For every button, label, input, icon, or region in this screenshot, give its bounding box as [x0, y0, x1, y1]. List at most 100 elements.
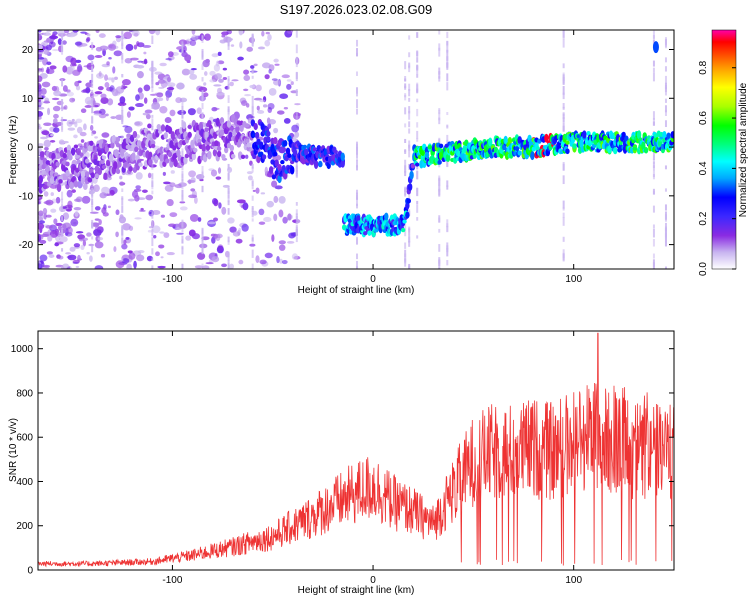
spectrogram-cell [40, 136, 48, 140]
spectrogram-cell [189, 39, 197, 47]
spectrogram-cell [57, 255, 64, 260]
spectrogram-cell [251, 166, 254, 173]
spectrogram-cell [74, 198, 81, 202]
spectrogram-cell [97, 167, 102, 176]
spectrogram-cell [446, 248, 449, 257]
spectrogram-cell [42, 32, 51, 36]
spectrogram-cell [416, 82, 419, 92]
spectrogram-cell [217, 167, 222, 174]
spectrogram-cell [223, 146, 229, 154]
spectrogram-cell [271, 174, 277, 180]
spectrogram-cell [121, 105, 124, 111]
spectrogram-cell [97, 149, 102, 157]
spectrogram-cell [222, 76, 228, 80]
spectrogram-cell [91, 82, 94, 88]
spectrogram-cell [44, 146, 49, 151]
spectrogram-cell [191, 152, 197, 161]
spectrogram-cell [446, 260, 449, 266]
spectrogram-cell [65, 161, 70, 167]
spectrogram-cell [278, 196, 286, 204]
spectrogram-cell [43, 201, 51, 205]
spectrogram-cell [652, 72, 655, 82]
spectrogram-cell [278, 244, 286, 251]
spectrogram-cell [133, 260, 137, 269]
spectrogram-cell [562, 30, 565, 40]
spectrogram-cell [187, 108, 196, 116]
spectrogram-cell [438, 137, 441, 147]
spectrogram-cell [446, 41, 449, 48]
spectrogram-cell [115, 35, 122, 39]
snr-y-tick: 1000 [11, 344, 674, 355]
spectrogram-cell [193, 196, 198, 204]
spectrogram-cell [408, 227, 411, 233]
spectrogram-cell [138, 162, 143, 167]
spectrogram-cell [251, 184, 254, 190]
spectrogram-cell [226, 30, 232, 35]
spectrogram-cell [89, 124, 94, 131]
spectrogram-cell [507, 136, 513, 145]
spectrogram-x-ticks: -100 0 100 [162, 30, 582, 285]
spectrogram-cell [408, 52, 411, 58]
spectrogram-cell [264, 74, 270, 80]
spectrogram-cell [122, 125, 129, 128]
spectrogram-x-tick: -100 [162, 30, 183, 285]
spectrogram-cell [151, 105, 154, 109]
spectrogram-cell [150, 140, 156, 146]
spectrogram-cell [148, 159, 153, 166]
spectrogram-cell [134, 146, 139, 153]
spectrogram-cell [181, 106, 184, 113]
spectrogram-cell [446, 63, 449, 69]
spectrogram-cell [137, 87, 143, 94]
spectrogram-cell [356, 203, 359, 209]
spectrogram-cell [126, 263, 132, 269]
spectrogram-cell [356, 192, 359, 200]
spectrogram-cell [408, 140, 411, 148]
spectrogram-cell [367, 230, 372, 236]
spectrogram-cell [38, 196, 41, 199]
spectrogram-cell [251, 163, 254, 169]
spectrogram-cell [613, 147, 618, 155]
spectrogram-cell [123, 239, 127, 245]
spectrogram-cell [232, 231, 241, 237]
spectrogram-cell [61, 248, 64, 252]
spectrogram-cell [150, 143, 156, 148]
spectrogram-cell [98, 71, 102, 77]
snr-y-tick: 200 [16, 521, 674, 532]
spectrogram-cell [251, 181, 254, 185]
spectrogram-cell [202, 59, 210, 68]
spectrogram-cell [51, 97, 60, 101]
spectrogram-cell [71, 118, 75, 122]
spectrogram-cell [197, 138, 202, 144]
spectrogram-cell [170, 170, 175, 174]
spectrogram-cell [128, 166, 133, 172]
spectrogram-cell [74, 81, 80, 87]
spectrogram-cell [45, 225, 53, 229]
spectrogram-cell [251, 39, 254, 47]
spectrogram-cell [61, 40, 64, 46]
spectrogram-cell [416, 66, 419, 75]
spectrogram-cell [66, 189, 73, 198]
spectrogram-cell [181, 197, 184, 202]
spectrogram-cell [123, 31, 133, 40]
spectrogram-cell [356, 159, 359, 168]
spectrogram-cell [251, 75, 254, 79]
spectrogram-cell [276, 255, 280, 264]
spectrogram-cell [38, 82, 42, 90]
spectrogram-cell [295, 237, 298, 243]
spectrogram-cell [61, 116, 64, 126]
spectrogram-cell [82, 88, 91, 93]
snr-x-label: Height of straight line (km) [298, 585, 415, 596]
spectrogram-cell [295, 170, 298, 177]
snr-y-tick: 0 [27, 566, 674, 577]
spectrogram-cell [42, 264, 51, 268]
spectrogram-cell [268, 87, 277, 96]
spectrogram-cell [240, 154, 246, 159]
spectrogram-cell [652, 67, 655, 73]
spectrogram-cell [151, 173, 154, 180]
spectrogram-cell [113, 246, 117, 252]
spectrogram-cell [217, 244, 224, 253]
spectrogram-cell [295, 229, 298, 237]
spectrogram-cell [562, 207, 565, 211]
spectrogram-cell [65, 55, 74, 63]
spectrogram-cell [404, 78, 407, 82]
